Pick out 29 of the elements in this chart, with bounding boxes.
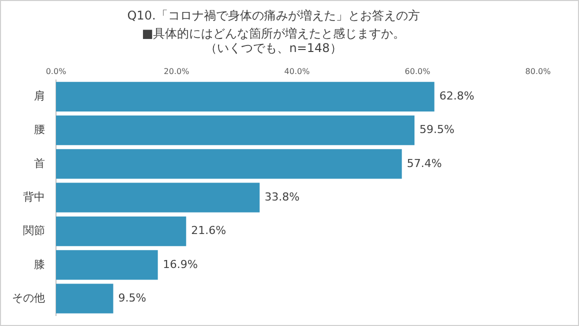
data-label: 33.8% bbox=[264, 190, 300, 204]
x-tick-label: 0.0% bbox=[46, 67, 67, 76]
bar bbox=[56, 284, 114, 314]
bar bbox=[56, 182, 260, 212]
x-tick-label: 80.0% bbox=[525, 67, 552, 76]
y-tick-label: 関節 bbox=[23, 224, 45, 238]
y-tick-label: 腰 bbox=[34, 123, 45, 136]
x-tick-label: 60.0% bbox=[404, 67, 431, 76]
x-tick-label: 20.0% bbox=[164, 67, 190, 76]
data-label: 57.4% bbox=[406, 156, 442, 170]
chart-title: Q10.「コロナ禍で身体の痛みが増えた」とお答えの方 bbox=[127, 8, 420, 22]
y-tick-label: その他 bbox=[12, 291, 45, 304]
text: （いくつでも、n=148） bbox=[205, 41, 342, 56]
y-tick-label: 背中 bbox=[23, 190, 45, 204]
bar bbox=[56, 216, 186, 246]
data-label: 9.5% bbox=[118, 291, 146, 304]
bar bbox=[56, 115, 414, 146]
y-tick-label: 肩 bbox=[34, 89, 45, 102]
data-label: 59.5% bbox=[419, 123, 454, 136]
bar bbox=[56, 149, 402, 179]
data-label: 16.9% bbox=[162, 258, 198, 271]
bar bbox=[56, 82, 434, 112]
data-label: 21.6% bbox=[191, 224, 226, 238]
y-tick-label: 首 bbox=[34, 156, 45, 170]
bar bbox=[56, 250, 158, 280]
data-label: 62.8% bbox=[439, 89, 474, 102]
x-tick-label: 40.0% bbox=[284, 67, 310, 76]
chart-subtitle: ■具体的にはどんな箇所が増えたと感じますか。 bbox=[142, 26, 406, 41]
y-tick-label: 膝 bbox=[34, 258, 45, 271]
